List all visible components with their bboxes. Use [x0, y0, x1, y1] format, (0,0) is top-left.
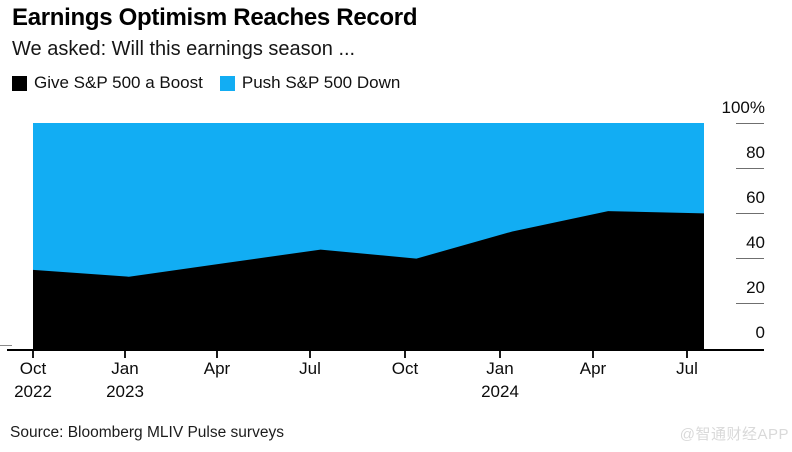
- y-tick-label: 60: [746, 188, 765, 207]
- y-tick-label: 40: [746, 233, 765, 252]
- legend: Give S&P 500 a Boost Push S&P 500 Down: [12, 73, 400, 93]
- boost-area: [33, 211, 704, 349]
- watermark: @智通财经APP: [679, 426, 789, 443]
- chart-subtitle: We asked: Will this earnings season ...: [12, 38, 356, 60]
- x-tick-mark: [499, 351, 501, 358]
- y-tick-mark: [736, 123, 764, 124]
- y-tick-mark: [736, 168, 764, 169]
- x-tick-mark: [686, 351, 688, 358]
- legend-swatch-icon: [219, 75, 235, 91]
- chart-title: Earnings Optimism Reaches Record: [12, 4, 418, 31]
- x-tick-label: Oct: [391, 359, 419, 378]
- x-tick-label: Apr: [579, 359, 607, 378]
- y-tick-mark: [736, 258, 764, 259]
- y-tick-mark: [736, 213, 764, 214]
- left-zero-tick: [0, 345, 12, 346]
- plot-area: [33, 123, 704, 349]
- source-note: Source: Bloomberg MLIV Pulse surveys: [10, 424, 284, 441]
- x-tick-mark: [32, 351, 34, 358]
- x-tick-label: Jul: [299, 359, 321, 378]
- stacked-area-chart: [33, 123, 704, 349]
- x-axis-line: [7, 349, 764, 351]
- y-tick-mark: [736, 303, 764, 304]
- legend-label: Give S&P 500 a Boost: [34, 73, 203, 92]
- legend-item-0: Give S&P 500 a Boost: [12, 73, 203, 93]
- x-tick-label: Apr: [203, 359, 231, 378]
- y-tick-label: 0: [755, 323, 765, 342]
- x-tick-label: Jan 2023: [106, 359, 144, 401]
- x-tick-mark: [592, 351, 594, 358]
- legend-swatch-icon: [12, 75, 27, 91]
- y-tick-label: 80: [746, 143, 765, 162]
- x-tick-mark: [404, 351, 406, 358]
- y-tick-label: 20: [746, 278, 765, 297]
- x-tick-mark: [124, 351, 126, 358]
- y-tick-label: 100%: [721, 98, 765, 117]
- x-tick-label: Jan 2024: [481, 359, 519, 401]
- x-tick-mark: [216, 351, 218, 358]
- legend-item-1: Push S&P 500 Down: [219, 73, 401, 93]
- legend-label: Push S&P 500 Down: [241, 73, 401, 92]
- x-tick-label: Oct 2022: [14, 359, 52, 401]
- x-tick-label: Jul: [676, 359, 698, 378]
- x-tick-mark: [309, 351, 311, 358]
